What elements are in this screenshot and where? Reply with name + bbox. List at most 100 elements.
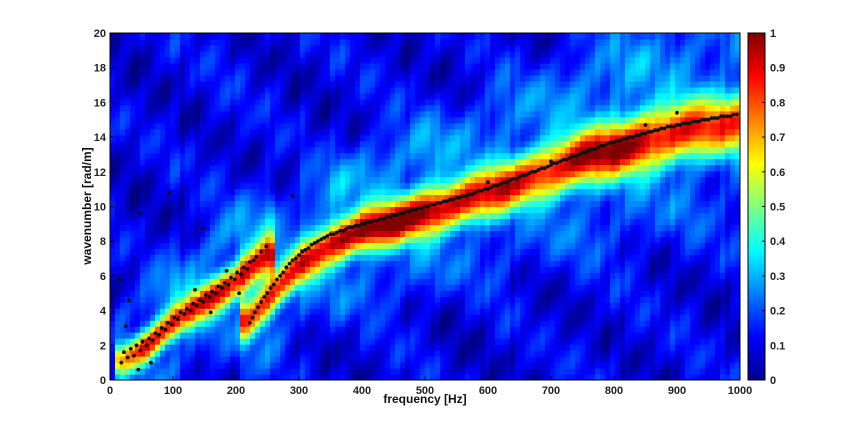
heatmap-cell [175,326,181,333]
heatmap-cell [200,278,206,285]
heatmap-cell [535,80,541,88]
heatmap-cell [110,362,116,369]
heatmap-cell [370,308,376,315]
heatmap-cell [270,86,276,94]
heatmap-cell [250,170,256,178]
heatmap-cell [300,92,306,100]
heatmap-cell [160,266,166,273]
heatmap-cell [275,248,281,255]
heatmap-cell [285,326,291,333]
heatmap-cell [525,326,531,333]
heatmap-cell [235,152,241,160]
heatmap-cell [345,104,351,112]
heatmap-cell [530,33,536,40]
heatmap-cell [535,188,541,196]
heatmap-cell [390,152,396,160]
heatmap-cell [145,38,151,46]
heatmap-cell [295,266,301,273]
heatmap-cell [180,230,186,238]
heatmap-cell [115,302,121,309]
heatmap-cell [240,290,246,297]
heatmap-cell [515,242,521,249]
heatmap-cell [425,146,431,154]
heatmap-cell [250,44,256,52]
heatmap-cell [235,176,241,184]
heatmap-cell [155,152,161,160]
heatmap-cell [510,92,516,100]
heatmap-cell [210,33,216,40]
heatmap-cell [340,338,346,345]
heatmap-cell [380,80,386,88]
heatmap-cell [530,314,536,321]
heatmap-cell [515,50,521,58]
heatmap-cell [265,134,271,142]
heatmap-cell [455,80,461,88]
heatmap-cell [305,332,311,339]
heatmap-cell [110,80,116,88]
heatmap-cell [140,230,146,238]
heatmap-cell [375,152,381,160]
heatmap-cell [325,176,331,184]
heatmap-cell [340,272,346,279]
heatmap-cell [205,182,211,190]
heatmap-cell [175,98,181,106]
heatmap-cell [160,362,166,369]
heatmap-cell [255,98,261,106]
heatmap-cell [200,362,206,369]
heatmap-cell [455,134,461,142]
heatmap-cell [230,356,236,363]
heatmap-cell [425,326,431,333]
heatmap-cell [360,356,366,363]
heatmap-cell [450,314,456,321]
heatmap-cell [540,356,546,363]
heatmap-cell [140,332,146,339]
heatmap-cell [485,356,491,363]
heatmap-cell [500,272,506,279]
heatmap-cell [250,152,256,160]
heatmap-cell [425,158,431,166]
heatmap-cell [185,350,191,357]
heatmap-cell [350,116,356,124]
heatmap-cell [415,194,421,202]
heatmap-cell [430,68,436,76]
heatmap-cell [185,56,191,64]
heatmap-cell [140,290,146,297]
heatmap-cell [370,80,376,88]
heatmap-cell [235,356,241,363]
heatmap-cell [420,92,426,100]
heatmap-cell [260,206,266,214]
heatmap-cell [360,278,366,285]
heatmap-cell [300,134,306,142]
heatmap-cell [140,104,146,112]
heatmap-cell [260,362,266,369]
heatmap-cell [185,92,191,100]
heatmap-cell [295,33,301,40]
heatmap-cell [165,272,171,279]
heatmap-cell [440,62,446,70]
heatmap-cell [520,68,526,76]
heatmap-cell [520,188,526,196]
heatmap-cell [170,176,176,184]
heatmap-cell [530,104,536,112]
heatmap-cell [460,368,466,375]
heatmap-cell [175,206,181,214]
heatmap-cell [400,44,406,52]
heatmap-cell [165,314,171,321]
heatmap-cell [250,110,256,118]
heatmap-cell [445,86,451,94]
heatmap-cell [485,254,491,261]
heatmap-cell [295,80,301,88]
heatmap-cell [395,38,401,46]
heatmap-cell [300,176,306,184]
heatmap-cell [460,104,466,112]
heatmap-cell [515,296,521,303]
heatmap-cell [480,194,486,202]
heatmap-cell [315,212,321,220]
heatmap-cell [350,338,356,345]
heatmap-cell [195,98,201,106]
heatmap-cell [235,344,241,351]
heatmap-cell [455,218,461,226]
heatmap-cell [260,194,266,202]
heatmap-cell [510,242,516,249]
heatmap-cell [280,92,286,100]
